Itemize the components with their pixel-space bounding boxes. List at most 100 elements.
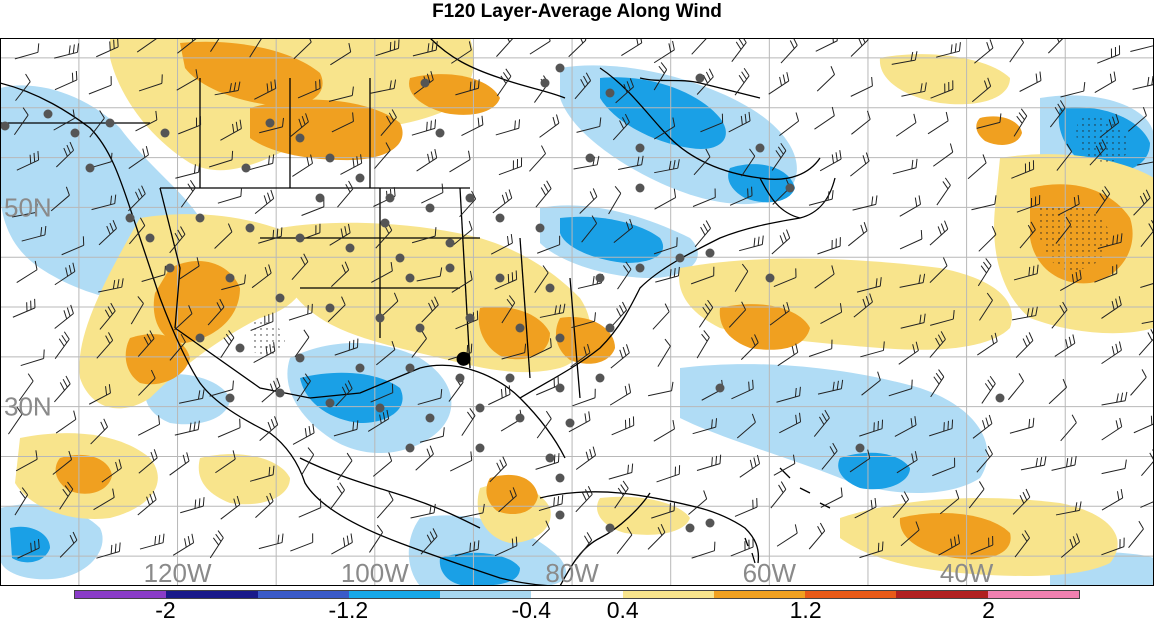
station-dot (356, 364, 365, 373)
station-dot (146, 234, 155, 243)
station-dot (556, 511, 565, 520)
station-dot (636, 144, 645, 153)
station-dot (636, 184, 645, 193)
station-dot (356, 174, 365, 183)
station-dot (546, 284, 555, 293)
station-dot (676, 254, 685, 263)
station-dot (556, 64, 565, 73)
colorbar-swatch (896, 591, 987, 598)
colorbar-tick-label: 1.2 (790, 598, 822, 622)
station-dot (636, 264, 645, 273)
station-dot (426, 204, 435, 213)
station-dot (326, 154, 335, 163)
station-dot (196, 334, 205, 343)
station-dot (476, 444, 485, 453)
station-dot (596, 274, 605, 283)
station-dot (242, 164, 251, 173)
colorbar-swatch (988, 591, 1079, 598)
station-dot (376, 404, 385, 413)
colorbar-swatch (166, 591, 257, 598)
station-dot (766, 274, 775, 283)
wind-anomaly-map: 50N 30N 120W 100W 80W 60W 40W (0, 38, 1154, 586)
station-dot (316, 194, 325, 203)
station-dot (996, 394, 1005, 403)
station-dot (326, 304, 335, 313)
station-dot (446, 264, 455, 273)
station-dot (346, 244, 355, 253)
station-dot (566, 419, 575, 428)
station-dot (86, 164, 95, 173)
station-dot (556, 334, 565, 343)
station-dot (266, 119, 275, 128)
station-dot (756, 144, 765, 153)
station-dot (596, 374, 605, 383)
longitude-label: 40W (940, 558, 994, 586)
longitude-label: 120W (144, 558, 212, 586)
longitude-label: 100W (341, 558, 409, 586)
station-dot (166, 264, 175, 273)
station-dot (716, 384, 725, 393)
highlighted-station-dot (457, 352, 471, 366)
station-dot (71, 129, 80, 138)
colorbar-tick-label: -1.2 (329, 598, 369, 622)
station-dot (446, 239, 455, 248)
station-dot (296, 234, 305, 243)
map-title: F120 Layer-Average Along Wind (0, 0, 1154, 26)
station-dot (606, 89, 615, 98)
station-dot (556, 384, 565, 393)
station-dot (246, 224, 255, 233)
station-dot (226, 274, 235, 283)
station-dot (496, 214, 505, 223)
station-dot (44, 110, 53, 119)
station-dot (421, 79, 430, 88)
station-dot (456, 374, 465, 383)
station-dot (126, 214, 135, 223)
station-dot (706, 519, 715, 528)
station-dot (466, 314, 475, 323)
station-dot (426, 414, 435, 423)
station-dot (476, 404, 485, 413)
station-dot (706, 249, 715, 258)
station-dot (506, 374, 515, 383)
station-dot (1, 122, 10, 131)
station-dot (786, 184, 795, 193)
station-dot (606, 524, 615, 533)
station-dot (236, 344, 245, 353)
colorbar-tick-label: -2 (155, 598, 175, 622)
longitude-label: 60W (743, 558, 797, 586)
latitude-label: 30N (4, 392, 52, 422)
station-dot (546, 454, 555, 463)
station-dot (106, 119, 115, 128)
station-dot (436, 129, 445, 138)
colorbar-tick-label: -0.4 (511, 598, 551, 622)
station-dot (686, 524, 695, 533)
latitude-label: 50N (4, 192, 52, 222)
station-dot (296, 134, 305, 143)
map-panel: 50N 30N 120W 100W 80W 60W 40W (0, 38, 1154, 586)
station-dot (586, 154, 595, 163)
station-dot (326, 399, 335, 408)
station-dot (161, 129, 170, 138)
station-dot (696, 74, 705, 83)
station-dot (556, 474, 565, 483)
station-dot (296, 354, 305, 363)
station-dot (856, 444, 865, 453)
station-dot (536, 224, 545, 233)
station-dot (276, 389, 285, 398)
station-dot (196, 214, 205, 223)
colorbar-swatch (75, 591, 166, 598)
station-dot (376, 314, 385, 323)
station-dot (516, 414, 525, 423)
station-dot (276, 294, 285, 303)
colorbar-tick-label: 2 (982, 598, 995, 622)
colorbar-labels: -2 -1.2 -0.4 0.4 1.2 2 (0, 598, 1154, 622)
station-dot (516, 324, 525, 333)
station-dot (381, 219, 390, 228)
station-dot (496, 274, 505, 283)
station-dot (541, 79, 550, 88)
longitude-label: 80W (545, 558, 599, 586)
colorbar-tick-label: 0.4 (607, 598, 639, 622)
station-dot (226, 394, 235, 403)
station-dot (466, 194, 475, 203)
station-dot (406, 364, 415, 373)
